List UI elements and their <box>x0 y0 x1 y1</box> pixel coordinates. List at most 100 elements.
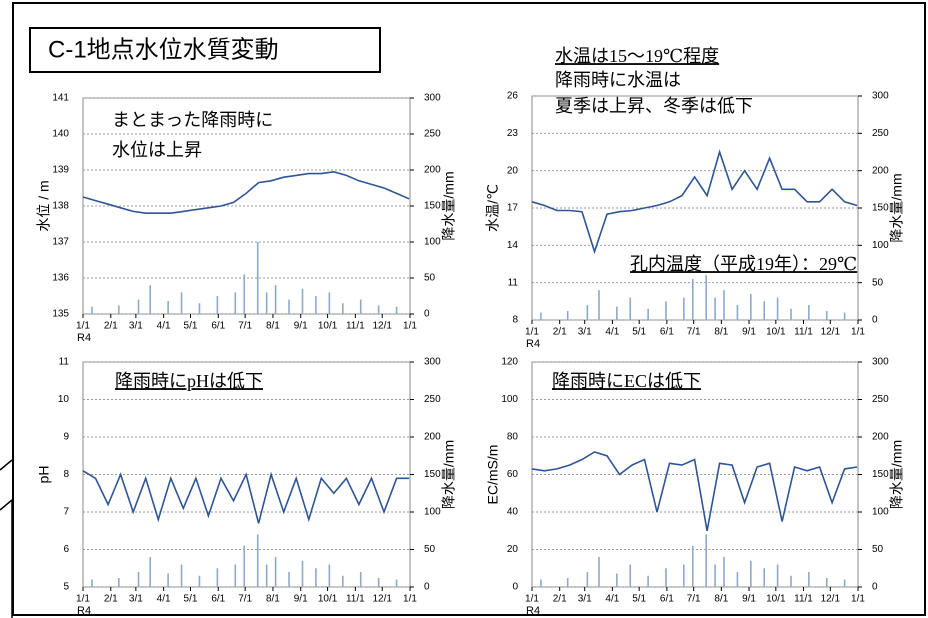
precip-bar <box>714 297 716 320</box>
y2-tick-label: 50 <box>424 273 436 284</box>
y-tick-label: 23 <box>507 128 519 139</box>
x-tick-label: 12/1 <box>372 594 392 605</box>
y2-tick-label: 200 <box>872 432 889 443</box>
x-axis-label: R4 <box>77 332 91 344</box>
y2-tick-label: 250 <box>872 394 889 405</box>
y2-tick-label: 250 <box>424 129 441 140</box>
precip-bar <box>763 568 766 587</box>
precip-bar <box>808 572 810 587</box>
x-tick-label: 6/1 <box>211 321 225 332</box>
precip-bar <box>598 557 600 587</box>
precip-bar <box>180 564 183 587</box>
precip-bar <box>198 303 201 314</box>
y-axis-label: 水温/℃ <box>485 184 501 232</box>
title-box <box>29 27 381 73</box>
annotation: 水温は15～19℃程度 <box>555 46 719 66</box>
precip-bar <box>566 578 569 587</box>
precip-bar <box>736 305 739 320</box>
precip-bar <box>736 572 739 587</box>
x-tick-label: 5/1 <box>184 594 198 605</box>
x-tick-label: 10/1 <box>318 321 338 332</box>
x-tick-label: 6/1 <box>660 327 674 338</box>
precip-bar <box>665 568 667 587</box>
x-tick-label: 7/1 <box>687 594 701 605</box>
x-tick-label: 3/1 <box>578 327 592 338</box>
x-tick-label: 1/1 <box>525 327 539 338</box>
precip-bar <box>91 306 93 314</box>
precip-bar <box>665 301 667 320</box>
y2-tick-label: 50 <box>872 277 884 288</box>
precip-bar <box>265 292 268 314</box>
y-tick-label: 6 <box>63 544 69 555</box>
x-tick-label: 8/1 <box>266 321 280 332</box>
precip-bar <box>691 545 694 587</box>
y2-tick-label: 150 <box>424 201 441 212</box>
y-tick-label: 8 <box>63 469 69 480</box>
data-line <box>531 149 858 255</box>
precip-bar <box>808 305 810 320</box>
y2-tick-label: 50 <box>424 544 436 555</box>
precip-bar <box>776 297 779 320</box>
precip-bar <box>683 297 685 320</box>
x-tick-label: 3/1 <box>578 594 592 605</box>
y2-tick-label: 0 <box>872 315 878 326</box>
x-tick-label: 12/1 <box>821 327 841 338</box>
y-tick-label: 80 <box>507 432 519 443</box>
y2-tick-label: 150 <box>872 203 889 214</box>
precip-bar <box>315 568 317 587</box>
x-tick-label: 9/1 <box>742 327 756 338</box>
y-axis-label: EC/mS/m <box>485 445 501 505</box>
y-tick-label: 7 <box>63 507 69 518</box>
data-line <box>82 470 410 524</box>
precip-bar <box>137 572 140 587</box>
y2-axis-label: 降水量/mm <box>441 440 457 509</box>
x-tick-label: 8/1 <box>714 327 728 338</box>
y-tick-label: 26 <box>507 91 519 102</box>
y-tick-label: 40 <box>507 507 519 518</box>
x-tick-label: 11/1 <box>346 321 365 332</box>
y2-tick-label: 200 <box>872 165 889 176</box>
y2-tick-label: 50 <box>872 544 884 555</box>
precip-bar <box>234 564 237 587</box>
y2-tick-label: 0 <box>424 582 430 593</box>
data-line <box>82 170 410 214</box>
precip-bar <box>274 285 277 314</box>
annotation: 夏季は上昇、冬季は低下 <box>555 96 753 116</box>
y2-tick-label: 0 <box>872 582 878 593</box>
precip-bar <box>776 564 779 587</box>
y2-tick-label: 300 <box>872 91 889 102</box>
precip-bar <box>843 579 846 587</box>
precip-bar <box>256 242 259 314</box>
precip-bar <box>825 311 828 320</box>
y-tick-label: 136 <box>52 273 69 284</box>
precip-bar <box>137 299 140 314</box>
x-tick-label: 7/1 <box>238 594 252 605</box>
x-tick-label: 5/1 <box>184 321 198 332</box>
y2-tick-label: 250 <box>872 128 889 139</box>
x-tick-label: 11/1 <box>794 594 813 605</box>
x-tick-label: 3/1 <box>129 594 143 605</box>
y2-axis-label: 降水量/mm <box>441 171 457 240</box>
precip-bar <box>359 572 362 587</box>
y-tick-label: 100 <box>501 394 518 405</box>
precip-bar <box>395 579 398 587</box>
x-tick-label: 4/1 <box>605 594 619 605</box>
y-tick-label: 14 <box>507 240 519 251</box>
y2-axis-label: 降水量/mm <box>889 173 905 242</box>
x-tick-label: 9/1 <box>742 594 756 605</box>
y-tick-label: 5 <box>63 582 69 593</box>
precip-bar <box>180 292 183 314</box>
precip-bar <box>723 290 725 320</box>
x-tick-label: 6/1 <box>660 594 674 605</box>
x-tick-label: 7/1 <box>687 327 701 338</box>
precip-bar <box>216 568 219 587</box>
y2-tick-label: 100 <box>424 507 441 518</box>
precip-bar <box>118 578 120 587</box>
x-tick-label: 1/1 <box>403 321 417 332</box>
y-tick-label: 140 <box>52 129 69 140</box>
y2-tick-label: 250 <box>424 394 441 405</box>
y-tick-label: 120 <box>501 357 518 368</box>
x-tick-label: 5/1 <box>632 327 646 338</box>
x-tick-label: 4/1 <box>157 594 171 605</box>
y-tick-label: 20 <box>507 544 519 555</box>
